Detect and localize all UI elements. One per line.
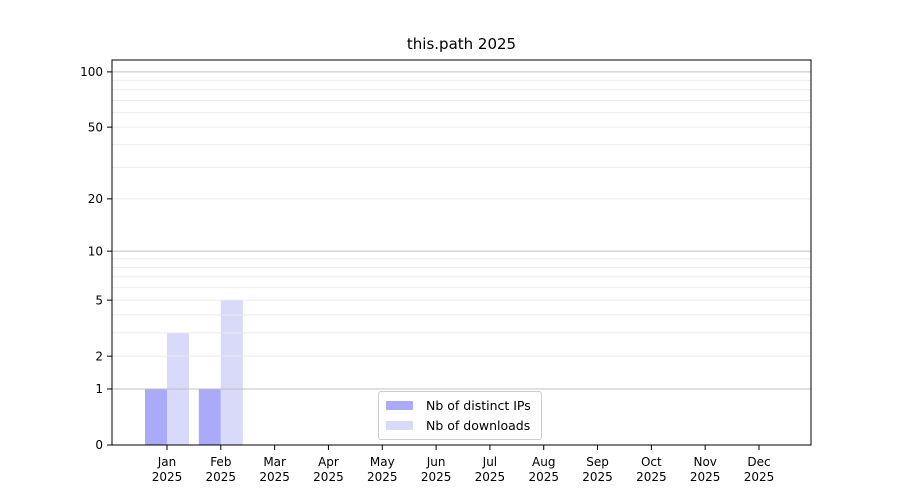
x-tick-label-year: 2025 [206,470,237,484]
x-tick-label-year: 2025 [690,470,721,484]
y-tick-label: 2 [95,349,103,363]
x-tick-label-month: Aug [532,455,555,469]
x-tick-label-month: Nov [693,455,716,469]
x-tick-label-month: Feb [210,455,231,469]
x-tick-label-month: Jun [426,455,446,469]
x-tick-label-year: 2025 [528,470,559,484]
axes-spines [111,59,812,446]
x-tick-label-month: Jul [482,455,497,469]
x-tick-label-month: Dec [747,455,770,469]
y-tick-label: 100 [80,65,103,79]
x-tick-label-year: 2025 [367,470,398,484]
x-tick-label-year: 2025 [152,470,183,484]
legend-item-distinct-ips: Nb of distinct IPs [386,397,531,414]
legend-swatch-downloads [386,421,413,430]
x-tick-label-month: Oct [641,455,662,469]
chart-title: this.path 2025 [406,35,517,53]
y-tick-label: 50 [88,120,103,134]
legend-label-downloads: Nb of downloads [426,418,531,433]
x-tick-label-year: 2025 [259,470,290,484]
legend: Nb of distinct IPs Nb of downloads [378,391,542,440]
x-tick-label-month: Apr [318,455,339,469]
legend-swatch-distinct-ips [386,401,413,410]
y-tick-label: 10 [88,244,103,258]
y-tick-label: 20 [88,192,103,206]
y-tick-label: 5 [95,293,103,307]
bar-jan-distinct-ips [145,388,167,445]
legend-item-downloads: Nb of downloads [386,417,531,434]
x-tick-label-month: Sep [586,455,609,469]
x-tick-label-year: 2025 [313,470,344,484]
x-tick-label-year: 2025 [421,470,452,484]
x-tick-label-year: 2025 [475,470,506,484]
y-tick-label: 1 [95,382,103,396]
x-tick-label-month: Mar [263,455,286,469]
x-tick-label-year: 2025 [744,470,775,484]
y-tick-label: 0 [95,438,103,452]
x-tick-label-year: 2025 [582,470,613,484]
x-tick-label-year: 2025 [636,470,667,484]
x-tick-label-month: Jan [157,455,177,469]
x-tick-label-month: May [370,455,395,469]
bar-feb-downloads [220,300,243,445]
bar-feb-distinct-ips [198,388,221,445]
legend-label-distinct-ips: Nb of distinct IPs [426,398,531,413]
